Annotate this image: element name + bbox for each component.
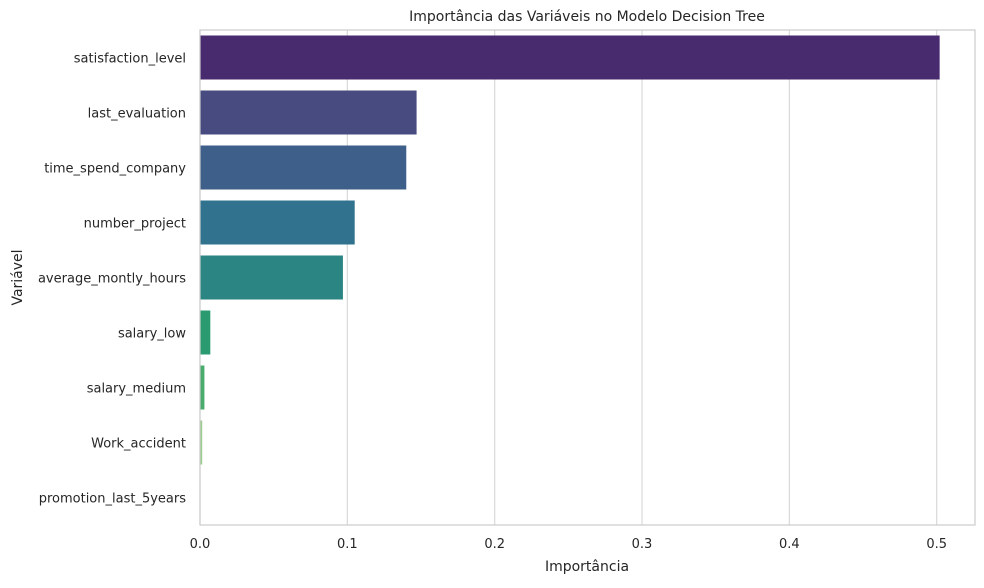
y-tick-label: salary_medium [87,382,186,397]
x-tick-label: 0.2 [484,537,505,552]
x-tick-label: 0.0 [190,537,211,552]
y-tick-label: satisfaction_level [74,52,186,67]
plot-frame [199,29,976,526]
y-tick-label: number_project [84,217,186,232]
y-tick-label: salary_low [118,327,186,342]
chart-title: Importância das Variáveis no Modelo Deci… [409,9,765,25]
y-tick-label: average_montly_hours [38,272,186,287]
y-tick-label: promotion_last_5years [39,492,187,507]
y-axis-label: Variável [10,249,26,305]
bar-time-spend-company [200,145,407,190]
x-tick-label: 0.5 [926,537,947,552]
y-tick-labels: satisfaction_level last_evaluation time_sp… [38,52,186,507]
bar-work-accident [200,420,203,465]
x-tick-labels: 0.0 0.1 0.2 0.3 0.4 0.5 [190,537,947,552]
bar-satisfaction-level [200,35,940,80]
bar-last-evaluation [200,90,417,135]
x-tick-label: 0.1 [337,537,358,552]
x-tick-label: 0.4 [779,537,800,552]
bar-salary-low [200,310,211,355]
x-axis-label: Importância [545,559,629,575]
y-tick-label: Work_accident [91,437,186,452]
y-tick-label: last_evaluation [88,107,186,122]
x-tick-label: 0.3 [632,537,653,552]
bar-average-montly-hours [200,255,343,300]
bar-salary-medium [200,365,205,410]
bars [200,35,940,465]
bar-number-project [200,200,355,245]
y-tick-label: time_spend_company [44,162,186,177]
